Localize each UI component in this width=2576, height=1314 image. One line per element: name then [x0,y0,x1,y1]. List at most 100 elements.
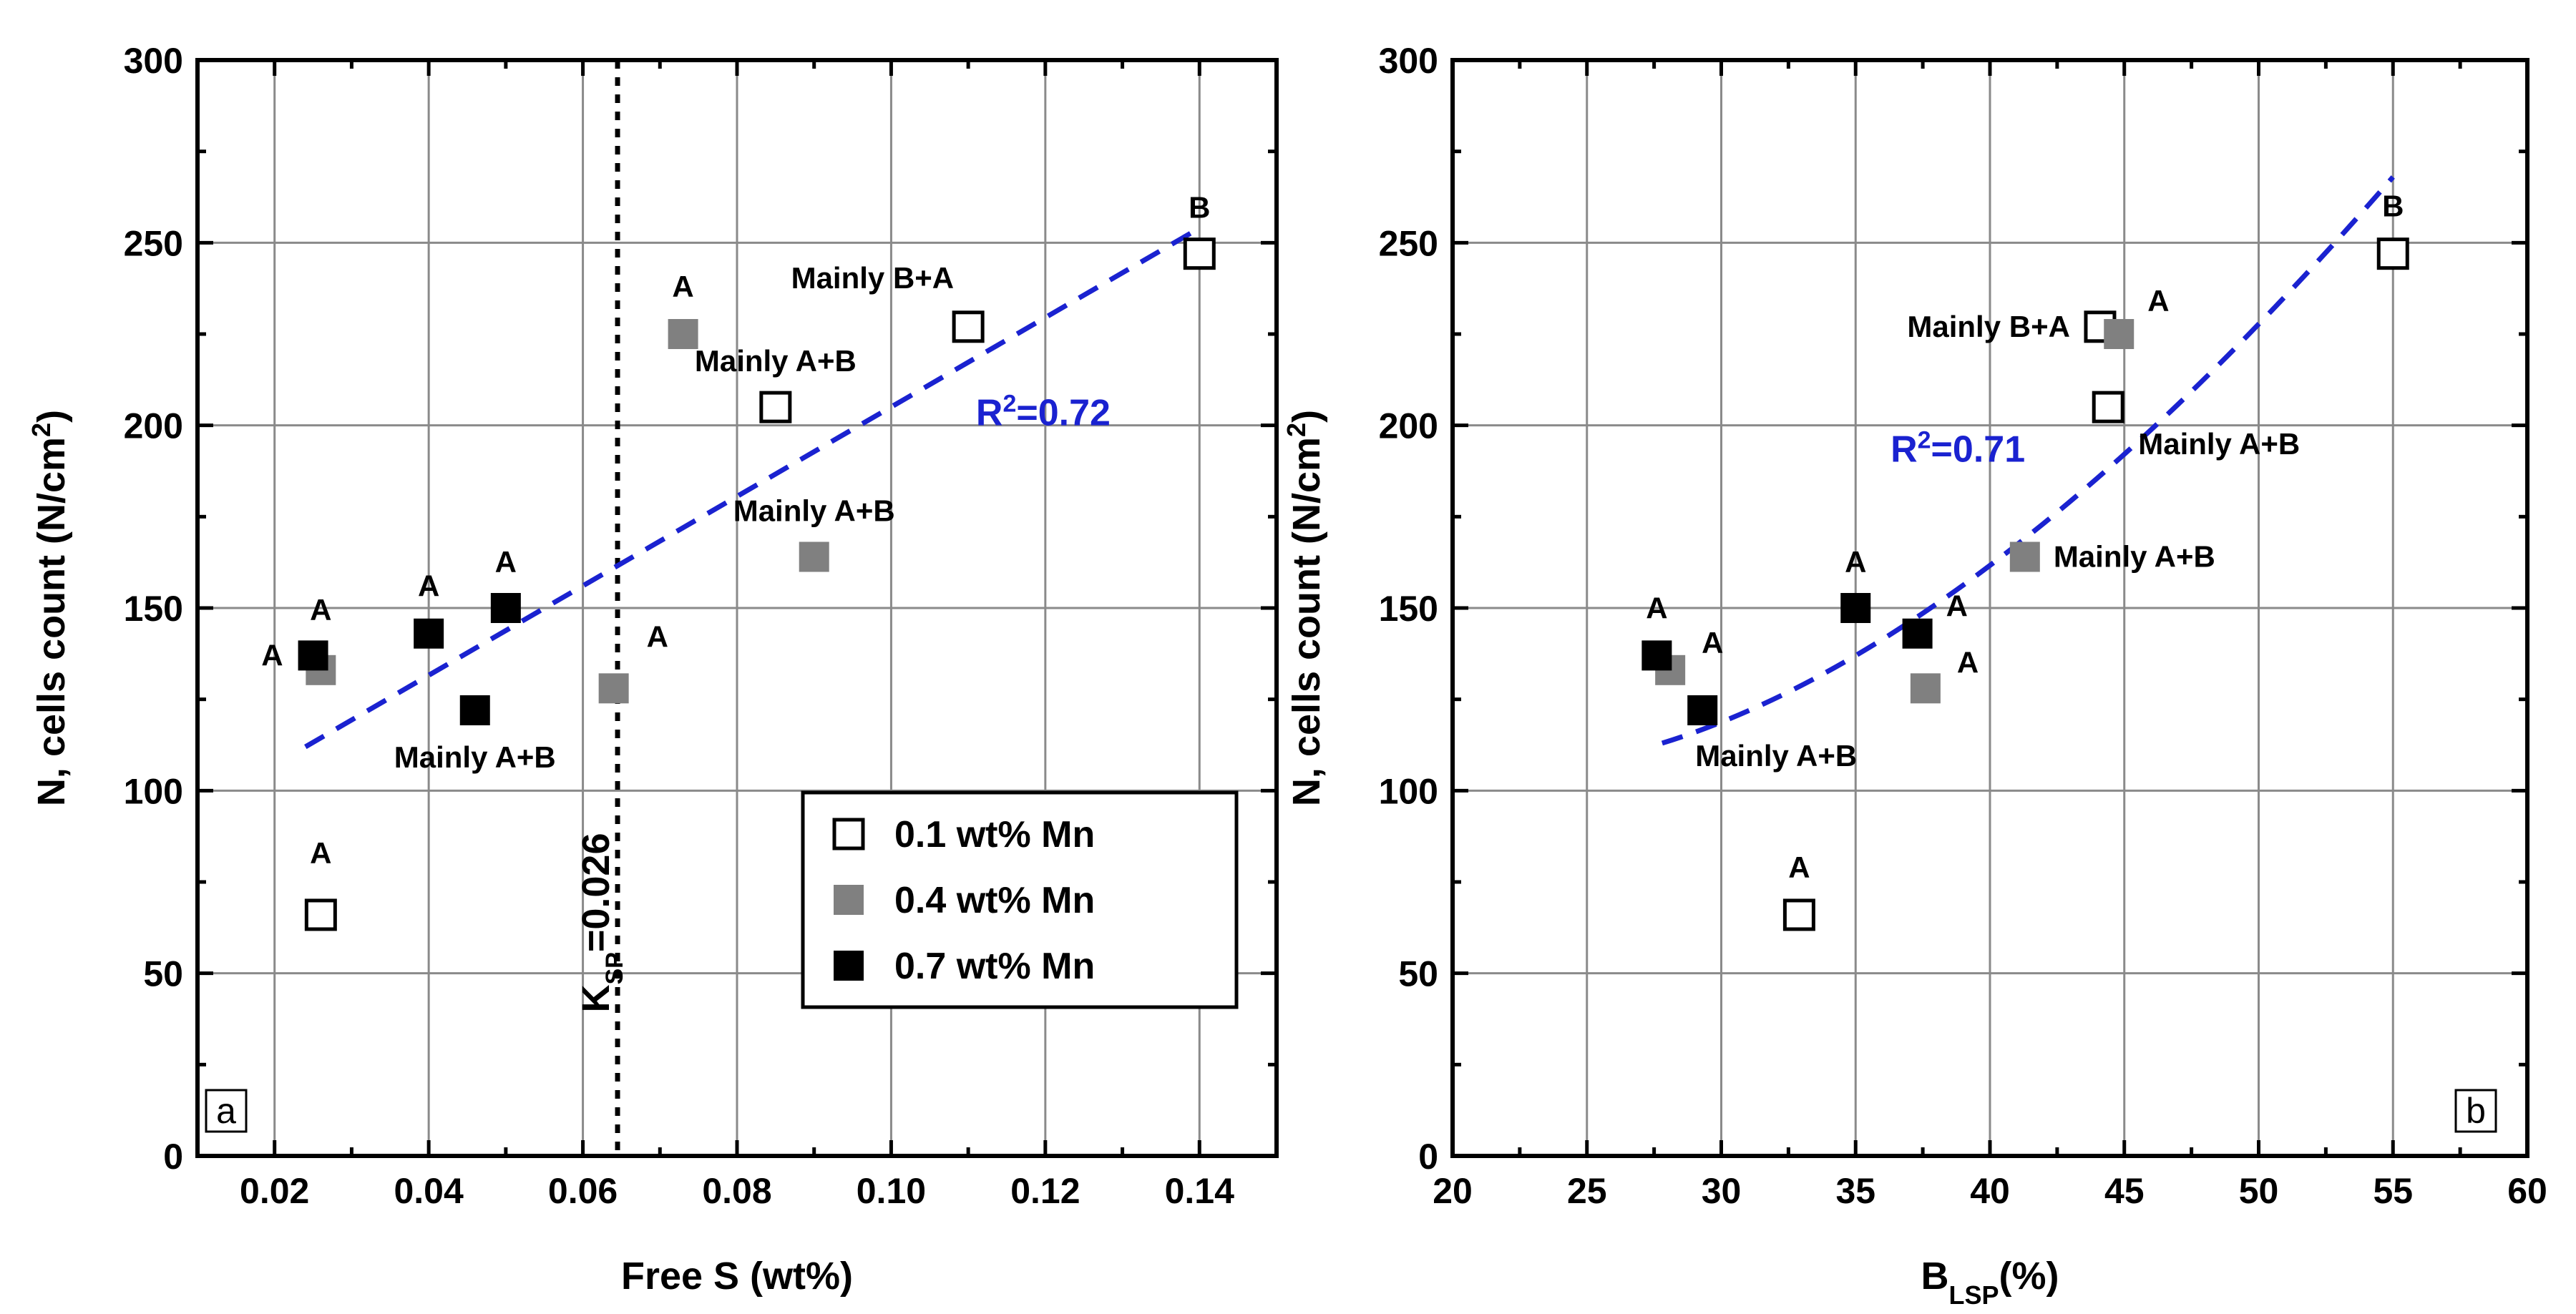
point-gray [1910,673,1941,704]
point-label: Mainly A+B [1695,739,1857,773]
x-tick-label: 0.14 [1165,1171,1235,1211]
point-label: Mainly A+B [695,344,857,378]
y-tick-label: 250 [124,223,183,263]
ksp-label-main: K [575,985,618,1013]
x-tick-label: 0.10 [857,1171,926,1211]
point-open [1782,898,1815,931]
x-tick-label: 0.08 [702,1171,771,1211]
x-tick-label: 0.04 [394,1171,464,1211]
legend-box [801,790,1239,1009]
plot-frame [195,58,1279,1158]
legend-marker-black [834,951,864,981]
ksp-label-sub: SP [601,952,628,984]
point-gray [598,673,629,704]
point-label: Mainly A+B [2054,540,2215,574]
legend-label: 0.7 wt% Mn [894,946,1095,987]
point-label: A [2147,284,2169,318]
x-tick-label: 35 [1835,1171,1875,1211]
y-tick-label: 0 [163,1137,183,1177]
x-tick-label: 55 [2373,1171,2413,1211]
chart-panel-a: 0.02 0.04 0.06 0.08 0.10 0.12 0.14 0 50 100 150 200… [26,41,1279,1298]
x-tick-label: 60 [2507,1171,2547,1211]
y-tick-label: 200 [124,406,183,446]
point-label: A [1646,591,1667,624]
y-tick-label: 0 [1418,1137,1438,1177]
ksp-label-value: =0.026 [575,833,618,952]
point-label: A [495,545,517,579]
x-tick-label: 45 [2104,1171,2145,1211]
chart-panel-b: 20 25 30 35 40 45 50 55 60 0 50 100 150 200 250 300 R2=0… [1282,41,2547,1310]
y-axis-title-1: N, cells count (N/cm2) [1282,410,1329,806]
point-label: A [1946,589,1968,623]
x-tick-label: 0.02 [240,1171,309,1211]
point-open [2092,391,2124,423]
legend: 0.1 wt% Mn 0.4 wt% Mn 0.7 wt% Mn [801,790,1239,1009]
fit-line [1661,175,2395,746]
y-tick-label: 100 [124,771,183,811]
legend-label: 0.1 wt% Mn [894,814,1095,855]
point-label: Mainly A+B [2138,427,2300,461]
panel-tag-b: b [2466,1091,2486,1131]
ksp-label: KSP=0.026 [575,833,628,1012]
x-tick-label: 25 [1567,1171,1607,1211]
y-tick-label: 100 [1379,771,1438,811]
point-label: A [310,593,331,627]
point-label: A [310,836,331,870]
point-label: Mainly B+A [791,261,955,295]
point-black [1641,640,1672,671]
point-black [1687,695,1718,725]
point-label: A [1845,545,1866,579]
y-tick-label: 200 [1379,406,1438,446]
point-label: Mainly A+B [394,740,556,774]
panel-tag-a: a [216,1091,236,1131]
x-axis-title: BLSP(%) [1921,1255,2059,1310]
point-label: Mainly B+A [1907,310,2070,343]
fit-line [304,225,1201,750]
point-black [490,593,521,623]
y-tick-label: 150 [124,589,183,629]
x-tick-label: 30 [1702,1171,1742,1211]
point-label: B [1189,191,1210,225]
point-label: A [418,569,439,603]
x-tick-label: 0.12 [1010,1171,1080,1211]
x-tick-label: 40 [1970,1171,2010,1211]
point-black [1902,618,1933,649]
point-black [298,640,328,671]
point-label: A [672,270,693,303]
point-gray [2009,541,2040,572]
panel-tag-box-a [205,1089,248,1133]
x-tick-label: 20 [1433,1171,1473,1211]
point-open [759,391,792,423]
y-tick-label: 150 [1379,589,1438,629]
point-gray [799,541,829,572]
y-axis-title-0: N, cells count (N/cm2) [26,410,74,806]
y-tick-label: 300 [124,41,183,81]
point-label: A [1788,850,1810,884]
x-tick-label: 0.06 [548,1171,618,1211]
point-open [304,898,337,931]
r-squared-label: R2=0.71 [1890,427,2025,471]
point-open [952,310,985,343]
legend-label: 0.4 wt% Mn [894,880,1095,921]
x-tick-label: 50 [2239,1171,2279,1211]
point-label: A [1957,645,1979,679]
plot-frame [1450,58,2529,1158]
point-label: B [2382,190,2404,223]
point-open [2376,237,2409,270]
point-black [1840,593,1871,623]
y-tick-label: 50 [1398,954,1438,994]
point-gray [2104,319,2135,349]
x-axis-title: Free S (wt%) [621,1255,853,1298]
legend-marker-open [832,818,865,850]
point-gray [668,319,698,349]
panel-tag-box-b [2454,1089,2497,1133]
y-tick-label: 50 [143,954,183,994]
point-black [459,695,490,725]
point-label: A [261,638,283,672]
y-tick-label: 250 [1379,223,1438,263]
y-tick-label: 300 [1379,41,1438,81]
point-open [1183,237,1216,270]
point-black [414,618,444,649]
point-label: Mainly A+B [733,494,895,528]
r-squared-label: R2=0.72 [976,391,1111,434]
